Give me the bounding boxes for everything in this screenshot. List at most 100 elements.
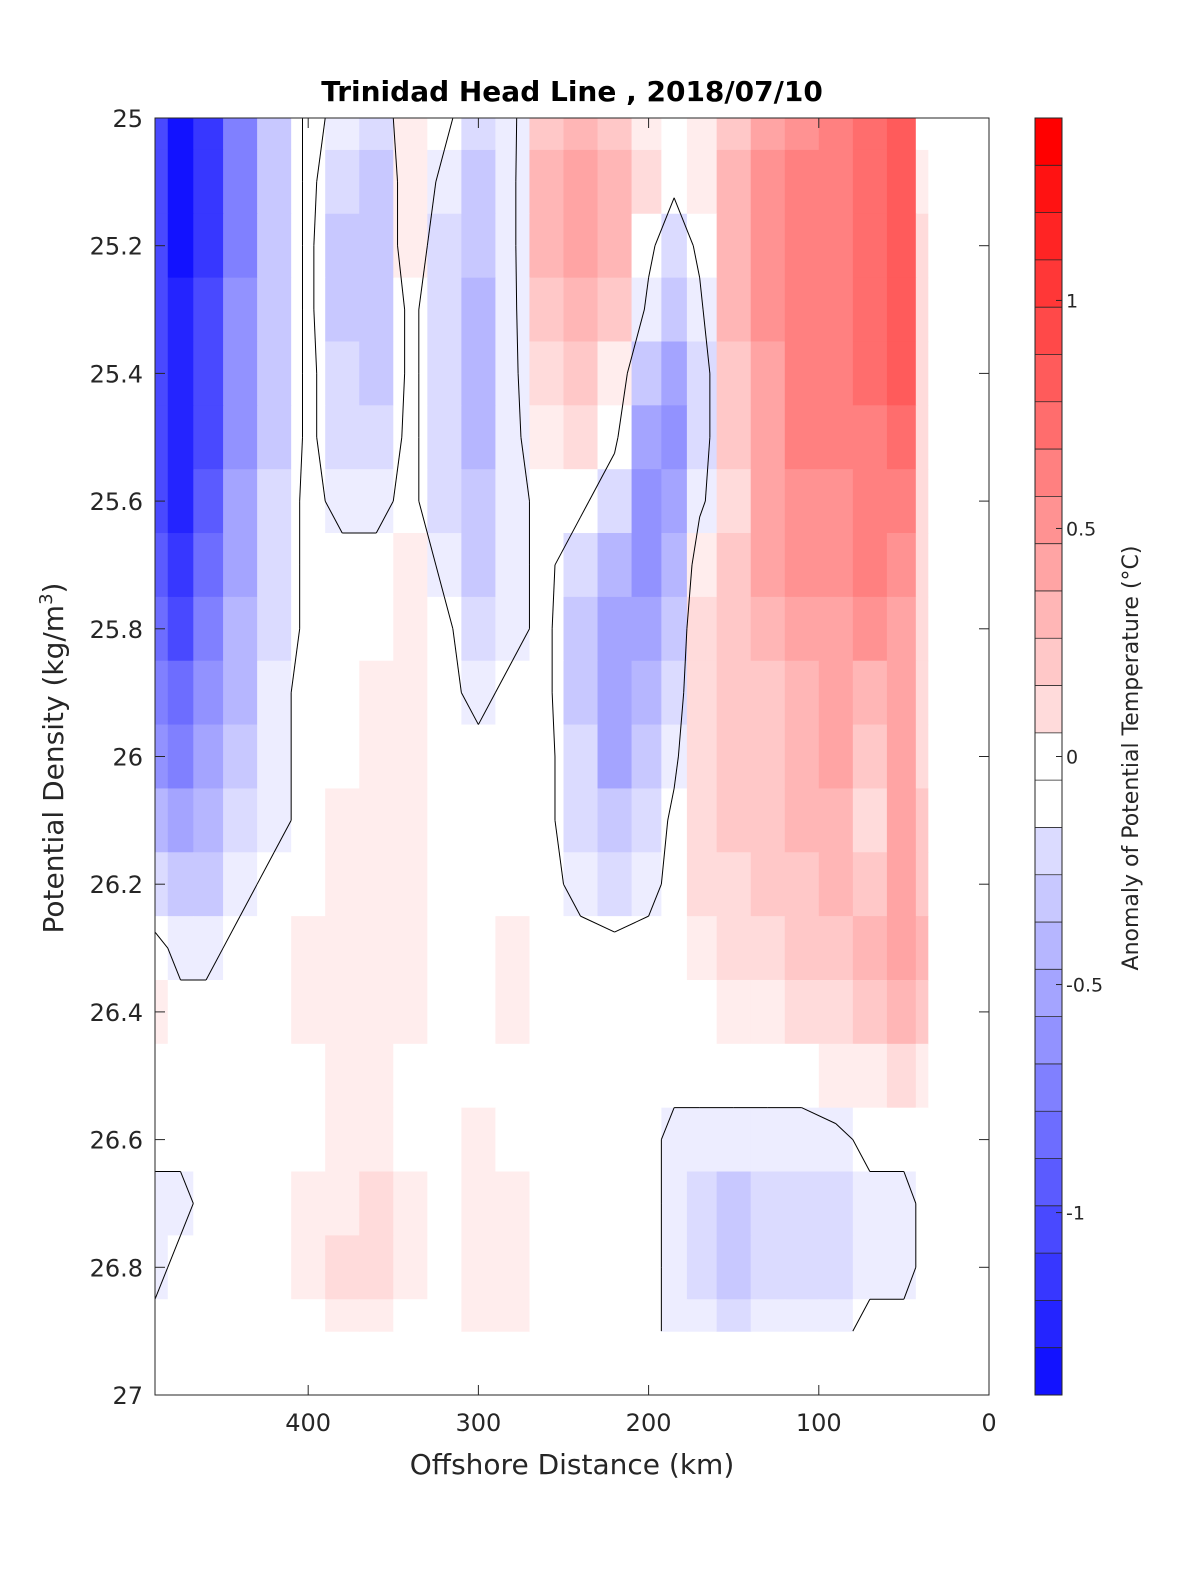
heatmap-cell <box>631 1171 662 1236</box>
heatmap-cell <box>193 1171 224 1236</box>
heatmap-cell <box>915 596 929 662</box>
heatmap-cell <box>631 405 662 470</box>
heatmap-cell <box>631 1299 662 1332</box>
contour-segment <box>418 500 437 566</box>
heatmap-cell <box>359 469 394 534</box>
heatmap-cell <box>631 788 662 853</box>
heatmap-cell <box>223 1235 258 1300</box>
heatmap-cell <box>750 213 786 279</box>
heatmap-cell <box>223 1107 258 1173</box>
heatmap-cell <box>631 149 662 215</box>
heatmap-cell <box>427 788 462 853</box>
heatmap-cell <box>427 1235 462 1300</box>
heatmap-cell <box>563 533 599 598</box>
heatmap-cell <box>750 469 786 534</box>
y-tick-label: 26.8 <box>90 1254 143 1282</box>
heatmap-cell <box>291 1235 326 1300</box>
heatmap-cell <box>661 213 688 279</box>
heatmap-cell <box>886 1299 917 1332</box>
heatmap-cell <box>784 724 820 790</box>
heatmap-cell <box>193 788 224 853</box>
heatmap-cell <box>661 979 688 1045</box>
heatmap-cell <box>359 724 394 790</box>
heatmap-cell <box>257 724 292 790</box>
heatmap-cell <box>852 788 888 853</box>
heatmap-cell <box>495 213 531 279</box>
heatmap-cell <box>886 1043 917 1109</box>
contour-segment <box>835 1123 854 1140</box>
contour-segment <box>903 1171 917 1204</box>
heatmap-cell <box>818 596 854 662</box>
heatmap-cell <box>393 469 428 534</box>
heatmap-cell <box>852 1235 888 1300</box>
heatmap-cell <box>661 852 688 917</box>
heatmap-cell <box>291 149 326 215</box>
heatmap-cell <box>686 1107 718 1173</box>
heatmap-cell <box>325 213 360 279</box>
heatmap-cell <box>716 405 752 470</box>
colorbar-bin <box>1035 543 1062 592</box>
heatmap-cell <box>915 1299 929 1332</box>
colorbar-tick-label: 1 <box>1066 290 1078 312</box>
contour-segment <box>494 660 513 693</box>
heatmap-cell <box>784 852 820 917</box>
heatmap-cell <box>563 341 599 406</box>
colorbar-bin <box>1035 922 1062 970</box>
heatmap-cell <box>686 660 718 726</box>
contour-segment <box>375 500 394 534</box>
heatmap-cell <box>359 118 394 151</box>
heatmap-cell <box>852 149 888 215</box>
heatmap-cell <box>167 149 194 215</box>
heatmap-cell <box>852 916 888 981</box>
contour-segment <box>667 788 675 821</box>
heatmap-cell <box>393 1043 428 1109</box>
heatmap-cell <box>686 1043 718 1109</box>
heatmap-cell <box>291 533 326 598</box>
heatmap-cell <box>325 979 360 1045</box>
heatmap-cell <box>257 149 292 215</box>
heatmap-cell <box>291 277 326 343</box>
heatmap-cell <box>750 149 786 215</box>
heatmap-cell <box>750 1235 786 1300</box>
heatmap-cell <box>784 277 820 343</box>
heatmap-cell <box>325 788 360 853</box>
heatmap-cell <box>563 405 599 470</box>
heatmap-cell <box>750 660 786 726</box>
heatmap-cell <box>661 533 688 598</box>
heatmap-cell <box>597 118 633 151</box>
heatmap-cell <box>818 979 854 1045</box>
heatmap-cell <box>818 1107 854 1173</box>
heatmap-cell <box>193 533 224 598</box>
contour-segment <box>648 884 662 917</box>
heatmap-cell <box>257 341 292 406</box>
contour-segment <box>290 628 301 693</box>
contour-segment <box>704 437 711 502</box>
heatmap-cell <box>529 405 565 470</box>
colorbar-bin <box>1035 1111 1062 1160</box>
heatmap-cell <box>427 596 462 662</box>
colorbar-bin <box>1035 1347 1062 1396</box>
heatmap-cell <box>325 469 360 534</box>
heatmap-cell <box>495 1171 531 1236</box>
heatmap-cell <box>563 916 599 981</box>
colorbar-bin <box>1035 259 1062 308</box>
heatmap-cell <box>167 596 194 662</box>
heatmap-cell <box>716 277 752 343</box>
heatmap-cell <box>852 660 888 726</box>
heatmap-cell <box>393 660 428 726</box>
heatmap-cell <box>359 1235 394 1300</box>
heatmap-cell <box>563 1107 599 1173</box>
heatmap-cell <box>886 213 917 279</box>
contour-segment <box>801 1107 837 1125</box>
contour-segment <box>699 277 704 310</box>
heatmap-cell <box>886 1235 917 1300</box>
heatmap-cell <box>886 788 917 853</box>
heatmap-cell <box>631 341 662 406</box>
heatmap-cell <box>563 1171 599 1236</box>
heatmap-cell <box>716 213 752 279</box>
colorbar-bin <box>1035 1016 1062 1065</box>
heatmap-cell <box>716 916 752 981</box>
heatmap-cell <box>915 469 929 534</box>
heatmap-cell <box>661 1107 688 1173</box>
heatmap-cell <box>223 916 258 981</box>
